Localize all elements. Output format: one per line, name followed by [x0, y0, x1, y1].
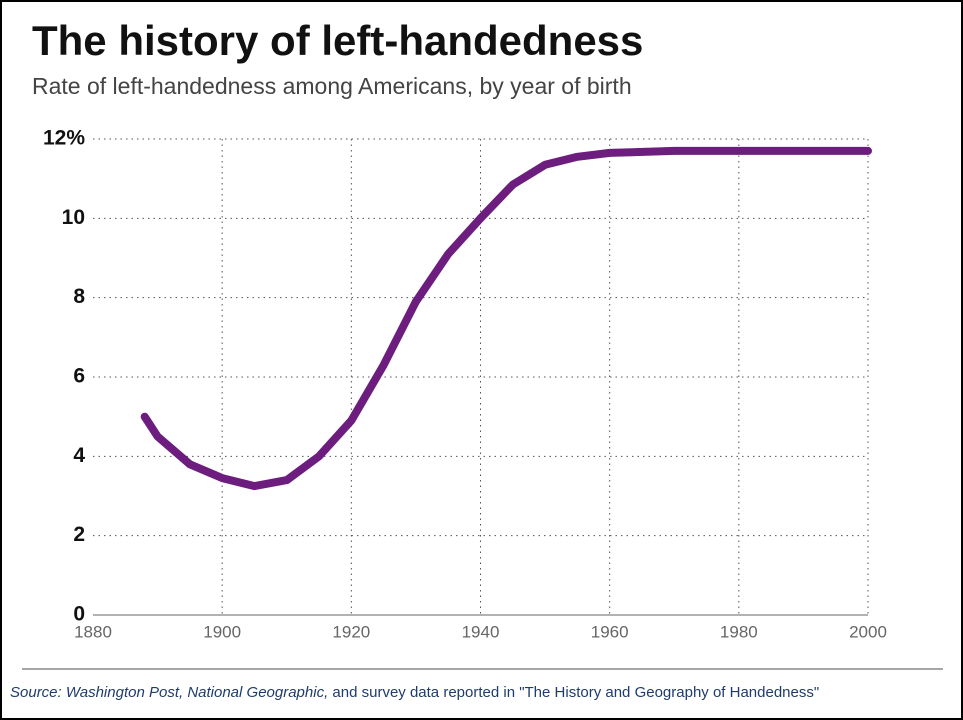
- y-tick-label: 4: [73, 444, 85, 467]
- chart-subtitle: Rate of left-handedness among Americans,…: [32, 73, 632, 99]
- y-tick-label: 0: [73, 603, 85, 626]
- y-tick-label: 2: [73, 523, 85, 546]
- x-tick-label: 1940: [462, 622, 500, 641]
- y-tick-label: 6: [73, 365, 85, 388]
- x-tick-label: 1880: [74, 622, 112, 641]
- x-tick-label: 1980: [720, 622, 758, 641]
- x-tick-label: 1960: [591, 622, 629, 641]
- source: Source: Washington Post, National Geogra…: [10, 684, 819, 701]
- x-tick-label: 2000: [849, 622, 887, 641]
- x-tick-label: 1920: [332, 622, 370, 641]
- y-tick-label: 8: [73, 285, 85, 308]
- y-tick-label: 12%: [43, 127, 85, 150]
- chart-title: The history of left-handedness: [32, 17, 643, 64]
- y-tick-label: 10: [62, 206, 85, 229]
- x-tick-label: 1900: [203, 622, 241, 641]
- source-rest: and survey data reported in "The History…: [328, 684, 819, 701]
- data-line: [140, 146, 872, 491]
- source-italic: Source: Washington Post, National Geogra…: [10, 684, 328, 701]
